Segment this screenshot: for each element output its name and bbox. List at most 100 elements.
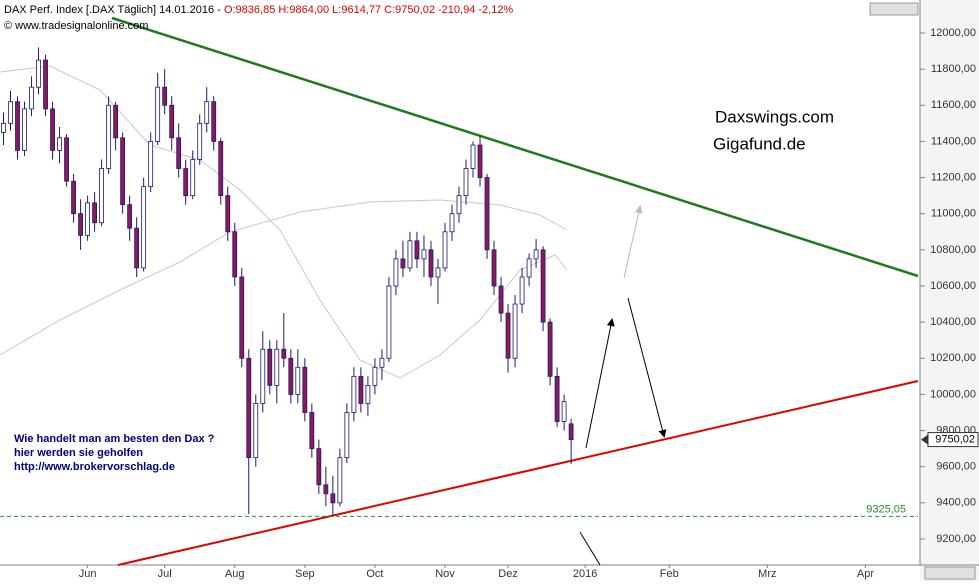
candle-body [246, 357, 252, 459]
candle-body [463, 168, 469, 197]
candle-body [295, 366, 301, 395]
candle-body [470, 144, 476, 169]
candle-body [281, 348, 287, 359]
candle-body [316, 448, 322, 486]
candle-body [225, 195, 231, 233]
scroll-buttons[interactable] [924, 566, 976, 580]
y-tick-label: 10800,00 [930, 244, 976, 256]
candle-body [183, 168, 189, 197]
candle-body [15, 101, 20, 151]
candle-body [351, 375, 357, 413]
candle-body [386, 285, 392, 359]
y-tick-label: 9400,00 [936, 497, 976, 509]
x-tick-label: Oct [366, 568, 383, 580]
last-price-label: 9750,02 [935, 433, 975, 445]
promo-text: Wie handelt man am besten den Dax ? [14, 433, 215, 445]
candle-body [176, 137, 182, 169]
candle-body [113, 104, 119, 139]
candle-body [400, 258, 406, 269]
candle-body [484, 177, 490, 251]
candle-body [330, 493, 336, 504]
candle-body [526, 258, 532, 278]
candle-body [99, 168, 105, 224]
candle-body [57, 137, 62, 151]
candle-body [547, 321, 553, 377]
candle-body [379, 357, 385, 368]
candle-body [106, 104, 112, 169]
date: 14.01.2016 - [159, 4, 221, 16]
site-label: Gigafund.de [713, 134, 806, 153]
x-tick-label: Dez [498, 568, 518, 580]
x-tick-label: Apr [857, 568, 874, 580]
candle-body [533, 249, 539, 260]
symbol: DAX Perf. Index [.DAX Täglich] [4, 4, 156, 16]
y-tick-label: 10600,00 [930, 280, 976, 292]
x-tick-label: Nov [435, 568, 455, 580]
header: DAX Perf. Index [.DAX Täglich] 14.01.201… [4, 4, 513, 16]
candle-body [260, 348, 266, 404]
toolbar[interactable] [869, 2, 919, 16]
y-tick-label: 10400,00 [930, 316, 976, 328]
candle-body [358, 375, 364, 404]
candle-body [134, 227, 140, 269]
candle-body [141, 186, 147, 269]
candle-body [36, 59, 41, 88]
candle-body [71, 180, 76, 215]
x-tick-label: Sep [295, 568, 315, 580]
promo-text: http://www.brokervorschlag.de [14, 461, 175, 473]
y-tick-label: 9600,00 [936, 461, 976, 473]
candle-body [85, 202, 90, 236]
candle-body [477, 144, 483, 178]
candle-body [512, 303, 518, 359]
candle-body [393, 258, 399, 287]
x-tick-label: Jun [79, 568, 97, 580]
candle-body [218, 141, 224, 197]
candle-body [540, 249, 546, 323]
candle-body [568, 423, 574, 440]
promo-text: hier werden sie geholfen [14, 447, 143, 459]
last-price-pointer [921, 434, 928, 445]
resistance-trendline [111, 16, 919, 278]
y-tick-label: 11200,00 [931, 171, 976, 183]
candle-body [344, 412, 350, 459]
y-tick-label: 10000,00 [930, 388, 976, 400]
candle-body [288, 357, 294, 395]
candle-body [43, 59, 48, 110]
candle-body [8, 101, 13, 124]
candle-body [442, 231, 448, 269]
candle-body [414, 240, 420, 260]
candle-body [197, 122, 203, 160]
candle-body [337, 457, 343, 504]
candle-body [64, 137, 69, 182]
candle-body [169, 104, 175, 139]
y-tick-label: 11600,00 [931, 99, 976, 111]
candle-body [435, 267, 441, 278]
candle-body [1, 122, 6, 133]
candle-body [407, 240, 413, 269]
candle-body [162, 86, 168, 106]
site-label: Daxswings.com [715, 107, 834, 126]
candle-body [22, 108, 27, 151]
arrow-up [585, 318, 615, 449]
candle-body [232, 231, 238, 278]
candle-body [190, 159, 196, 197]
candle-body [253, 403, 259, 459]
candle-body [491, 249, 497, 287]
candle-body [302, 366, 308, 413]
candle-body [204, 101, 210, 124]
candle-body [421, 249, 427, 260]
candle-body [323, 484, 329, 495]
candle-body [456, 195, 462, 215]
candle-body [92, 202, 98, 224]
arrow-projection [623, 205, 643, 279]
candle-body [498, 285, 504, 314]
y-tick-label: 11400,00 [931, 135, 976, 147]
y-tick-label: 10200,00 [930, 352, 976, 364]
copyright: © www.tradesignalonline.com [4, 20, 148, 32]
arrow-down [627, 297, 667, 438]
y-tick-label: 11800,00 [931, 63, 976, 75]
candle-body [239, 276, 245, 359]
y-axis-panel [920, 0, 979, 581]
